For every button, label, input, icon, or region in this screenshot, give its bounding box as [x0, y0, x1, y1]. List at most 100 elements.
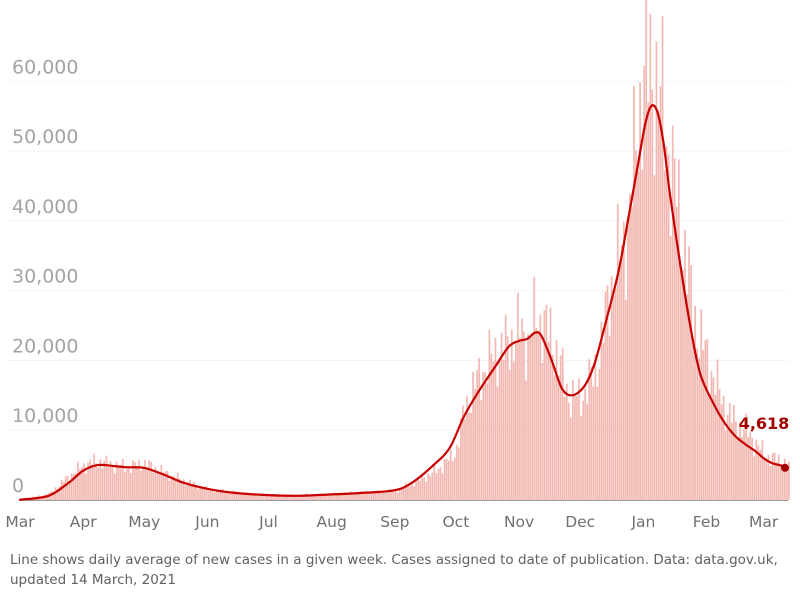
bar: [262, 494, 265, 500]
bar: [182, 479, 185, 500]
bar: [272, 495, 275, 500]
x-tick-label: Apr: [70, 513, 97, 531]
bar: [453, 457, 456, 500]
bar: [686, 294, 688, 500]
bar: [692, 337, 694, 500]
bar: [512, 361, 515, 500]
bar: [146, 468, 148, 500]
bar: [779, 465, 782, 500]
bar: [331, 493, 334, 500]
bar: [327, 493, 330, 500]
bar: [519, 337, 521, 500]
bar: [136, 466, 138, 500]
footnote-line-1: Line shows daily average of new cases in…: [10, 552, 778, 568]
bar: [105, 455, 108, 500]
bar: [523, 331, 525, 500]
bar: [500, 332, 503, 500]
bar: [421, 475, 424, 500]
bar: [667, 154, 670, 500]
bar: [311, 494, 313, 500]
bar: [160, 465, 163, 500]
bar: [164, 471, 167, 500]
bar: [417, 476, 419, 500]
bar: [781, 468, 784, 500]
daily-cases-bars: [20, 0, 790, 501]
y-tick-label: 30,000: [12, 266, 78, 288]
bar: [99, 459, 102, 500]
bar: [712, 377, 715, 500]
bar: [81, 467, 83, 500]
bar: [673, 158, 676, 500]
bar: [763, 458, 766, 500]
bar: [299, 494, 301, 500]
bar: [264, 495, 267, 500]
bar: [392, 490, 395, 500]
bar: [130, 472, 132, 500]
bar: [476, 370, 479, 500]
bar: [382, 491, 385, 500]
latest-value-label: 4,618: [739, 414, 790, 433]
bar: [470, 412, 472, 500]
bar: [639, 82, 641, 501]
bar: [622, 221, 625, 500]
bar: [180, 481, 183, 500]
bar: [107, 466, 110, 500]
bar: [191, 484, 193, 500]
bar: [284, 496, 287, 500]
bar: [466, 395, 468, 500]
bar: [154, 466, 157, 500]
bar: [240, 493, 242, 500]
x-tick-label: Feb: [693, 513, 720, 531]
bar: [460, 418, 462, 500]
x-axis-tick-labels: Mar Apr May Jun Jul Aug Sep Oct Nov Dec Jan Feb Mar: [5, 513, 778, 531]
bar: [79, 469, 81, 500]
bar: [111, 467, 114, 500]
bar: [189, 479, 191, 500]
y-tick-label: 0: [12, 475, 24, 497]
bar: [488, 329, 491, 500]
bar: [730, 423, 733, 500]
bar: [612, 295, 615, 500]
bar: [690, 265, 692, 500]
bar: [209, 489, 212, 500]
bar: [462, 405, 464, 500]
bar: [576, 396, 578, 500]
bar: [358, 493, 360, 500]
bar: [726, 414, 729, 500]
bar: [698, 358, 701, 500]
bar: [457, 447, 460, 500]
bar: [468, 412, 470, 500]
bar: [572, 379, 574, 500]
bar: [125, 468, 128, 500]
bar: [229, 493, 232, 500]
y-tick-label: 50,000: [12, 126, 78, 148]
bar: [649, 14, 652, 501]
bar: [525, 380, 527, 500]
bar: [134, 462, 136, 500]
bar: [411, 482, 413, 500]
bar: [671, 125, 674, 500]
bar: [665, 146, 668, 501]
bar: [635, 150, 637, 500]
bar: [425, 481, 428, 500]
x-tick-label: May: [128, 513, 160, 531]
bar: [592, 386, 595, 500]
bar: [402, 488, 405, 500]
bar: [260, 493, 263, 500]
bar: [266, 495, 269, 500]
bar: [663, 169, 666, 500]
bar: [680, 267, 682, 500]
bar: [647, 102, 650, 500]
bar: [629, 193, 631, 500]
bar: [578, 378, 580, 500]
bar: [246, 493, 248, 500]
bar: [380, 493, 383, 500]
bar: [565, 383, 568, 500]
bar: [633, 86, 635, 501]
bar: [172, 475, 175, 500]
bar: [62, 481, 65, 500]
bar: [515, 340, 517, 500]
bar: [737, 439, 739, 500]
bar: [486, 383, 489, 500]
bar: [384, 492, 387, 500]
